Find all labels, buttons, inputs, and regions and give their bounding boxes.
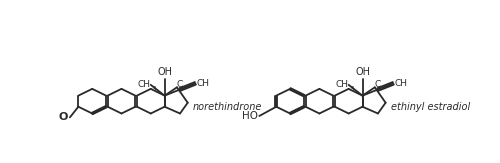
Text: CH: CH [395, 79, 408, 88]
Text: 3: 3 [350, 86, 354, 92]
Text: OH: OH [157, 67, 172, 77]
Text: CH: CH [138, 80, 151, 89]
Text: C: C [374, 80, 380, 89]
Text: CH: CH [197, 79, 210, 88]
Text: C: C [176, 80, 182, 89]
Text: O: O [58, 112, 68, 122]
Text: norethindrone: norethindrone [193, 102, 262, 111]
Text: 3: 3 [152, 86, 156, 92]
Text: ethinyl estradiol: ethinyl estradiol [391, 102, 470, 111]
Text: CH: CH [336, 80, 348, 89]
Text: HO: HO [242, 111, 258, 121]
Text: OH: OH [355, 67, 370, 77]
